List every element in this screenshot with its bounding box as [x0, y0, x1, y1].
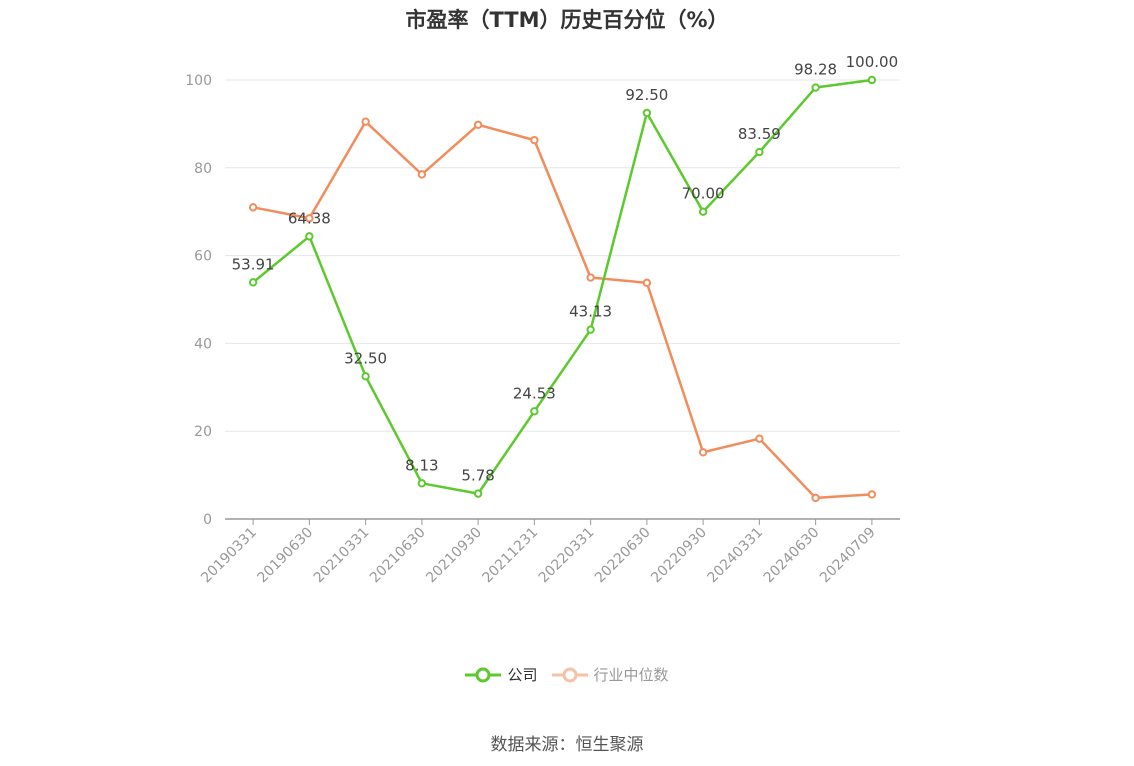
- chart-title: 市盈率（TTM）历史百分位（%）: [405, 8, 729, 32]
- x-tick-label: 20240630: [761, 525, 823, 587]
- industry-point: [698, 448, 708, 457]
- x-tick-label: 20210930: [423, 525, 485, 587]
- company-data-label: 8.13: [405, 456, 438, 474]
- industry-point: [473, 120, 483, 129]
- x-tick-label: 20190630: [254, 525, 316, 587]
- y-tick-label: 60: [194, 249, 212, 265]
- company-point: [586, 325, 595, 334]
- industry-legend-icon: [551, 667, 588, 682]
- series: [248, 75, 877, 503]
- company-data-label: 24.53: [513, 384, 556, 402]
- x-tick-label: 20240331: [704, 525, 766, 587]
- company-data-label: 83.59: [738, 125, 781, 143]
- industry-point: [361, 117, 370, 126]
- industry-point: [867, 490, 877, 499]
- company-point: [698, 207, 708, 216]
- company-point: [248, 278, 258, 287]
- x-tick-label: 20190331: [198, 525, 260, 587]
- x-tick-label: 20211231: [479, 525, 541, 587]
- y-tick-label: 100: [185, 73, 212, 89]
- company-data-label: 64.38: [288, 209, 331, 227]
- company-data-label: 92.50: [625, 86, 668, 104]
- company-point: [755, 147, 764, 157]
- legend-label-industry: 行业中位数: [593, 666, 669, 684]
- industry-point: [642, 278, 652, 288]
- industry-point: [530, 135, 539, 145]
- x-tick-label: 20220331: [536, 525, 598, 587]
- data-labels: 53.91 64.38 32.50 8.13 5.78 24.53 43.13 92.50 70…: [232, 53, 898, 485]
- industry-point: [417, 170, 427, 179]
- line-chart: 0204060801002019033120190630202103312021…: [185, 53, 900, 586]
- y-tick-label: 40: [194, 336, 212, 352]
- x-tick-label: 20210331: [311, 525, 373, 587]
- source-note: 数据来源：恒生聚源: [490, 735, 644, 755]
- industry-point: [755, 434, 764, 443]
- x-tick-label: 20220630: [592, 525, 654, 587]
- industry-point: [248, 203, 258, 212]
- company-data-label: 53.91: [232, 255, 275, 273]
- company-point: [361, 372, 370, 381]
- company-point: [811, 83, 820, 92]
- company-data-label: 98.28: [794, 61, 837, 79]
- company-point: [305, 232, 314, 241]
- company-point: [473, 489, 483, 498]
- company-point: [642, 108, 652, 118]
- industry-point: [811, 493, 820, 503]
- x-tick-label: 20210630: [367, 525, 429, 587]
- legend: 公司 行业中位数: [0, 664, 1134, 685]
- y-tick-label: 20: [194, 424, 212, 440]
- company-legend-icon: [465, 667, 502, 682]
- industry-line: [252, 120, 872, 500]
- company-line: [252, 78, 873, 495]
- company-point: [867, 75, 877, 85]
- company-data-label: 70.00: [682, 185, 725, 203]
- legend-label-company: 公司: [507, 666, 538, 684]
- grid-lines: [225, 79, 900, 432]
- x-tick-label: 20240709: [817, 525, 879, 587]
- company-point: [530, 407, 539, 416]
- company-point: [417, 479, 427, 488]
- company-data-label: 43.13: [569, 303, 612, 321]
- legend-item-industry[interactable]: 行业中位数: [551, 664, 669, 685]
- y-tick-label: 80: [194, 161, 212, 177]
- company-data-label: 32.50: [344, 349, 387, 367]
- industry-point: [586, 273, 595, 282]
- y-tick-label: 0: [203, 512, 212, 528]
- x-tick-label: 20220930: [648, 525, 710, 587]
- industry-point: [305, 214, 314, 223]
- axes: 0204060801002019033120190630202103312021…: [185, 73, 900, 586]
- company-data-label: 5.78: [461, 467, 494, 485]
- legend-item-company[interactable]: 公司: [465, 664, 538, 685]
- company-data-label: 100.00: [846, 53, 899, 71]
